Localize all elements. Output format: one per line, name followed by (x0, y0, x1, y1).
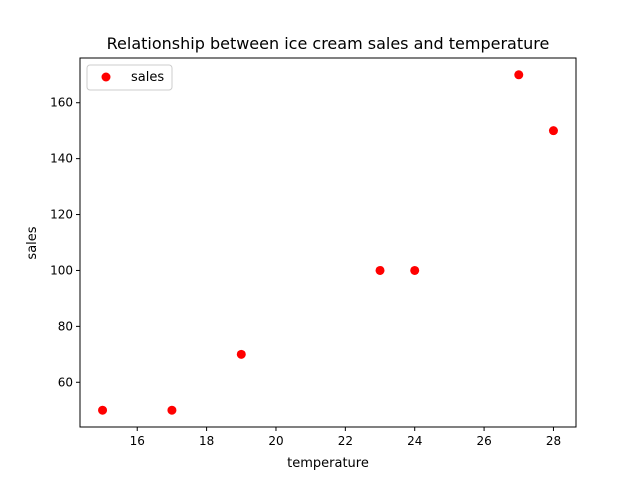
x-tick-label: 16 (130, 434, 145, 448)
points-layer (98, 70, 558, 415)
data-point (236, 349, 246, 359)
x-tick-label: 18 (199, 434, 214, 448)
data-point (167, 405, 177, 415)
data-point (375, 265, 385, 275)
y-tick-label: 100 (50, 263, 73, 277)
legend: sales (86, 64, 173, 91)
x-tick-label: 28 (546, 434, 561, 448)
data-point (98, 405, 108, 415)
legend-label-sales: sales (131, 70, 164, 85)
x-tick-label: 24 (407, 434, 422, 448)
x-axis-label: temperature (287, 456, 369, 471)
legend-marker (101, 72, 111, 82)
data-point (548, 126, 558, 136)
y-tick-label: 140 (50, 152, 73, 166)
data-point (410, 265, 420, 275)
y-tick-label: 160 (50, 96, 73, 110)
x-tick-label: 22 (338, 434, 353, 448)
x-tick-label: 26 (476, 434, 491, 448)
ticks-layer: 16 18 20 22 24 26 28 60 80 100 120 140 160 (50, 96, 561, 448)
data-point (514, 70, 524, 80)
x-tick-label: 20 (268, 434, 283, 448)
legend-box (86, 64, 173, 91)
y-tick-label: 120 (50, 208, 73, 222)
y-tick-label: 60 (58, 375, 73, 389)
y-tick-label: 80 (58, 319, 73, 333)
chart-title: Relationship between ice cream sales and… (107, 34, 550, 53)
plot-frame (79, 57, 577, 428)
y-axis-label: sales (25, 226, 40, 259)
